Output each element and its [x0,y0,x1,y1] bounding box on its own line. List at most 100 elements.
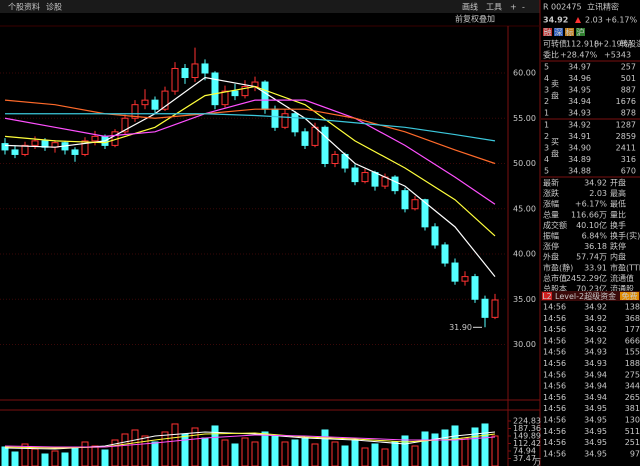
volume-bar [201,437,209,466]
book-side: 盘 [551,149,559,159]
volume-bar [321,429,329,466]
book-level: 2 [544,97,549,106]
price-pct: +6.17% [605,16,638,25]
tool-button[interactable]: - [522,3,525,12]
tick-volume: 511 [625,427,640,436]
stat-label: 流通值 [610,273,634,283]
badge-text: 标 [566,27,574,37]
moving-average [4,99,496,205]
tick-time: 14:56 [543,303,566,312]
book-volume: 2859 [616,132,636,141]
stat-label: 量比 [610,209,626,219]
stat-value: 33.91 [584,263,607,272]
tool-button[interactable]: 画线 [462,2,478,12]
free-text[interactable]: 免费 [622,291,638,301]
volume-bar [141,435,149,466]
badge [543,28,552,36]
book-price: 34.88 [568,167,591,176]
volume-bar [41,453,49,466]
tick-time: 14:56 [543,449,566,458]
volume-bar [221,439,229,466]
volume-bar [341,445,349,466]
book-volume: 670 [621,167,636,176]
tick-volume: 251 [625,438,640,447]
last-price: 34.92 [543,16,568,25]
candle-body [261,81,269,110]
stock-code: 002475 [551,3,582,12]
stat-label: 外盘 [543,252,559,262]
tick-time: 14:56 [543,370,566,379]
volume-bar [261,431,269,466]
stat-label: 涨幅 [543,199,559,209]
book-price: 34.96 [568,74,591,83]
tab[interactable]: 诊股 [46,2,62,12]
candle-body [331,153,339,164]
low-label: 31.90 [449,323,472,332]
book-level: 3 [544,86,549,95]
book-side: 卖 [551,80,559,89]
badge-text: 深 [555,28,563,37]
y-tick-label: 37.47 [513,454,536,463]
tick-time: 14:56 [543,314,566,323]
stat-value: 2.03 [589,189,607,198]
stat-label: 换手 [610,220,626,230]
stat-label: 涨停 [543,241,559,251]
stat-value: 34.92 [584,179,607,188]
candle-body [401,190,409,210]
candle-body [301,131,309,146]
tool-button[interactable]: + [510,3,517,12]
volume-bar [11,451,19,466]
tab[interactable]: 个股资料 [8,2,40,12]
book-volume: 316 [621,155,636,164]
book-level: 5 [544,63,549,72]
book-volume: 1676 [616,97,636,106]
badge [554,28,563,36]
candle-body [31,140,39,146]
candle-body [361,172,369,183]
tick-volume: 368 [625,314,640,323]
tick-price: 34.95 [584,427,607,436]
tick-price: 34.94 [584,370,607,379]
book-side: 盘 [551,91,559,101]
y-tick-label: 30.00 [513,340,536,349]
stat-label: 总市值 [543,273,567,283]
book-price: 34.97 [568,63,591,72]
tick-price: 34.92 [584,314,607,323]
book-level: 4 [544,155,549,164]
option-button[interactable]: 叠加 [479,14,495,24]
book-volume: 501 [621,74,636,83]
stat-label: 成交额 [543,220,567,230]
tick-volume: 265 [625,393,640,402]
candle-body [451,262,459,282]
stat-label: 换手(实) [610,231,640,241]
tool-button[interactable]: 工具 [486,3,502,12]
volume-bar [181,433,189,466]
volume-bar [481,423,489,466]
tick-price: 34.95 [584,449,607,458]
candle-body [351,167,359,183]
stat-label: 开盘 [610,178,626,188]
candle-body [371,172,379,187]
bond-field: 可转债 [543,39,567,49]
book-price: 34.91 [568,132,591,141]
free-button[interactable] [620,292,639,300]
volume-bar [451,425,459,466]
option-button[interactable]: 前复权 [455,14,479,24]
candle-body [441,244,449,264]
volume-bar [31,448,39,466]
candle-body [221,90,229,106]
badge [565,28,574,36]
book-volume: 1287 [616,121,636,130]
tick-price: 34.92 [584,325,607,334]
volume-average [4,434,496,448]
volume-bar [171,423,179,466]
bond-field: (+2.19%) [594,40,632,49]
badge-text: 沪 [577,27,585,37]
candle-body [161,90,169,110]
volume-bar [91,445,99,466]
volume-bar [271,435,279,466]
volume-bar [111,439,119,466]
volume-bar [291,439,299,466]
y-tick-label: 74.94 [513,447,536,456]
